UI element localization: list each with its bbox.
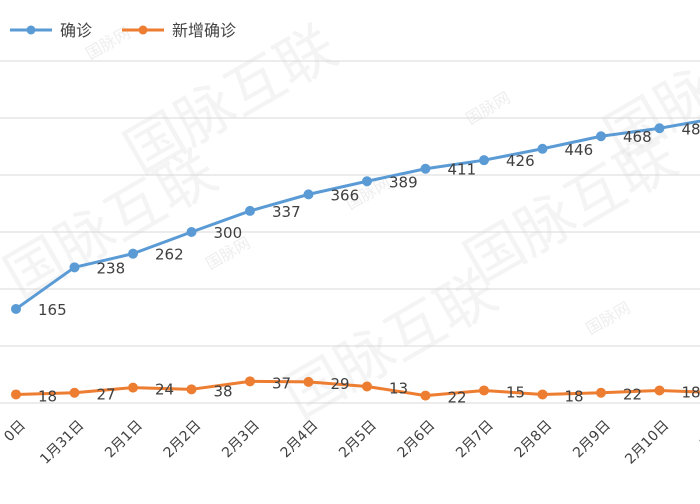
data-label-confirmed: 389 [389,173,418,191]
data-point [538,389,548,399]
data-label-new: 22 [448,389,467,407]
x-tick-label: 1月31日 [37,418,87,468]
x-tick-label: 2月10日 [622,418,672,468]
data-point [421,164,431,174]
x-tick-label: 0日 [1,418,29,446]
x-tick-label: 2月3日 [219,418,263,462]
data-point [596,388,606,398]
x-tick-label: 2月2日 [161,418,205,462]
data-label-new: 18 [565,387,584,405]
data-label-new: 27 [97,386,116,404]
data-point [245,376,255,386]
watermark-text: 国脉互联 [593,0,700,172]
legend-label: 新增确诊 [172,21,236,40]
data-label-new: 24 [155,381,174,399]
data-point [11,389,21,399]
data-point [245,206,255,216]
data-label-new: 38 [214,382,233,400]
watermark-small-text: 国脉网 [583,298,634,338]
data-point [421,391,431,401]
x-tick-label: 2月8日 [512,418,556,462]
data-point [362,176,372,186]
data-label-confirmed: 446 [565,141,594,159]
data-label-confirmed: 262 [155,246,184,264]
data-label-new: 22 [623,386,642,404]
watermark-text: 国脉互联 [0,137,228,312]
x-tick-label: 2月6日 [395,418,439,462]
data-label-confirmed: 300 [214,224,243,242]
data-label-new: 15 [506,383,525,401]
data-label-new: 13 [389,379,408,397]
data-point [655,123,665,133]
data-point [479,155,489,165]
watermark-text: 国脉互联 [273,257,508,432]
data-point [11,304,21,314]
data-point [128,383,138,393]
data-point [128,249,138,259]
data-label-confirmed: 366 [331,186,360,204]
data-point [479,385,489,395]
data-label-confirmed: 411 [448,161,477,179]
data-label-confirmed: 165 [38,301,67,319]
data-label-new: 37 [272,374,291,392]
watermark-small-text: 国脉网 [463,88,514,128]
data-point [655,385,665,395]
legend-swatch-marker [139,26,148,35]
data-label-new: 18 [682,383,700,401]
x-tick-label: 2月7日 [453,418,497,462]
data-point [70,388,80,398]
data-label-confirmed: 48 [682,120,700,138]
data-label-confirmed: 426 [506,152,535,170]
data-point [362,381,372,391]
data-label-new: 18 [38,387,57,405]
data-point [538,144,548,154]
data-point [187,227,197,237]
data-point [187,384,197,394]
data-point [304,189,314,199]
x-tick-label: 2月9日 [570,418,614,462]
data-label-confirmed: 468 [623,128,652,146]
legend-label: 确诊 [60,21,92,40]
data-point [596,131,606,141]
data-label-new: 29 [331,375,350,393]
data-label-confirmed: 238 [97,259,126,277]
data-label-confirmed: 337 [272,203,301,221]
x-axis-tick-labels: 0日 1月31日 2月1日 2月2日 2月3日 2月4日 2月5日 2月6日 2月7日 2月8日 2… [1,418,700,468]
legend-swatch-marker [27,26,36,35]
data-point [70,262,80,272]
x-tick-label: 2月1日 [102,418,146,462]
x-tick-label: 2月5日 [336,418,380,462]
data-point [304,377,314,387]
x-tick-label: 2月4日 [278,418,322,462]
